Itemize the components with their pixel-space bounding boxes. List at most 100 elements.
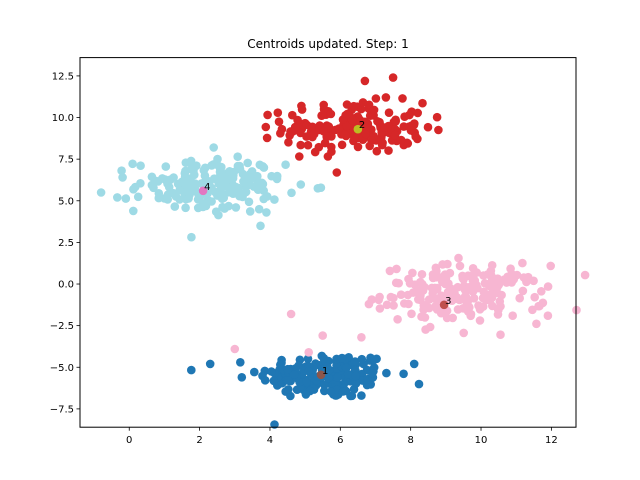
data-point — [434, 125, 443, 135]
data-point — [261, 122, 271, 132]
data-point — [438, 260, 447, 269]
data-point — [262, 133, 272, 143]
data-point — [342, 100, 352, 109]
data-point — [297, 105, 307, 114]
data-point — [369, 105, 379, 115]
centroid-layer: 1 2 3 4 — [198, 120, 451, 380]
data-point — [421, 300, 431, 310]
data-point — [463, 296, 473, 306]
data-point — [382, 368, 391, 378]
data-point — [487, 261, 497, 270]
data-point — [337, 353, 347, 363]
data-point — [244, 197, 254, 207]
data-point — [386, 292, 396, 302]
data-point — [284, 385, 293, 394]
data-point — [432, 112, 442, 122]
data-point — [343, 370, 353, 379]
data-point — [347, 115, 357, 125]
data-point — [393, 315, 402, 324]
points-layer — [96, 73, 590, 429]
data-point — [518, 258, 527, 268]
data-point — [304, 367, 314, 376]
data-point — [357, 333, 366, 342]
data-point — [166, 175, 175, 184]
data-point — [245, 175, 255, 184]
y-tick-label: −2.5 — [50, 321, 74, 332]
data-point — [262, 208, 271, 217]
data-point — [207, 183, 216, 193]
data-point — [417, 279, 427, 289]
data-point — [580, 270, 590, 280]
data-point — [231, 203, 241, 212]
data-point — [294, 361, 304, 370]
y-tick-label: −7.5 — [50, 404, 74, 415]
data-point — [205, 359, 215, 369]
data-point — [384, 108, 394, 117]
data-point — [405, 279, 415, 288]
data-point — [238, 169, 248, 179]
data-point — [414, 379, 424, 389]
x-axis: 0 2 4 6 8 10 12 — [126, 427, 558, 446]
data-point — [448, 313, 458, 323]
data-point — [357, 354, 367, 364]
data-point — [283, 364, 293, 374]
data-point — [235, 191, 244, 201]
data-point — [284, 138, 293, 147]
data-point — [530, 292, 539, 302]
data-point — [209, 143, 218, 152]
data-point — [454, 253, 463, 263]
data-point — [190, 179, 200, 188]
data-point — [370, 355, 379, 365]
x-tick-label: 0 — [126, 435, 132, 446]
data-point — [270, 195, 279, 204]
data-point — [546, 261, 555, 271]
y-tick-label: 10.0 — [52, 113, 74, 124]
data-point — [538, 298, 548, 308]
data-point — [358, 98, 368, 107]
data-point — [181, 203, 190, 213]
data-point — [121, 194, 131, 203]
data-point — [408, 268, 417, 278]
data-point — [436, 308, 446, 318]
data-point — [323, 373, 333, 383]
data-point — [319, 100, 329, 110]
centroid-marker-4 — [198, 186, 208, 196]
data-point — [161, 162, 171, 171]
data-point — [337, 140, 347, 150]
data-point — [532, 319, 541, 329]
data-point — [437, 292, 447, 301]
data-point — [350, 357, 360, 366]
data-point — [381, 93, 391, 102]
data-point — [326, 387, 336, 396]
data-point — [318, 331, 328, 340]
data-point — [256, 221, 265, 231]
data-point — [263, 110, 272, 120]
data-point — [136, 179, 145, 188]
data-point — [222, 174, 231, 184]
data-point — [543, 311, 553, 321]
data-point — [158, 174, 167, 183]
data-point — [207, 197, 216, 206]
data-point — [269, 376, 279, 386]
data-point — [342, 363, 351, 373]
data-point — [245, 207, 255, 216]
data-point — [529, 276, 538, 286]
data-point — [459, 328, 469, 338]
data-point — [398, 94, 407, 103]
data-point — [375, 304, 385, 313]
data-point — [413, 108, 423, 118]
data-point — [236, 358, 245, 367]
data-point — [213, 191, 222, 200]
data-point — [341, 386, 351, 396]
data-point — [411, 132, 421, 141]
data-point — [414, 295, 423, 304]
data-point — [318, 110, 327, 120]
x-tick-label: 8 — [407, 435, 413, 446]
data-point — [250, 367, 259, 377]
data-point — [272, 171, 282, 181]
data-point — [164, 182, 174, 192]
data-point — [303, 354, 313, 364]
x-tick-label: 10 — [475, 435, 488, 446]
data-point — [296, 180, 306, 189]
